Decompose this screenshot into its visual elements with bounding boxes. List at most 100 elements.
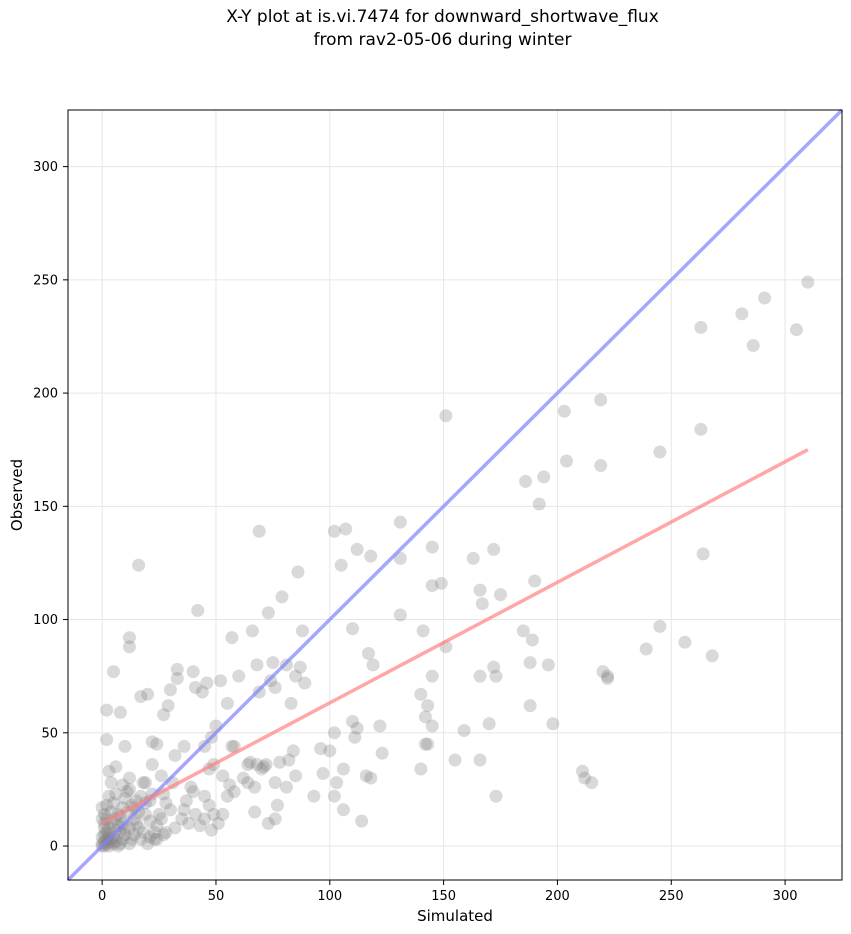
- scatter-point: [366, 658, 380, 672]
- scatter-point: [746, 339, 760, 353]
- scatter-point: [414, 762, 428, 776]
- scatter-point: [414, 687, 428, 701]
- scatter-point: [159, 796, 173, 810]
- scatter-point: [361, 647, 375, 661]
- scatter-point: [525, 633, 539, 647]
- scatter-point: [145, 758, 159, 771]
- scatter-point: [102, 789, 116, 803]
- scatter-point: [170, 671, 184, 685]
- scatter-point: [350, 542, 364, 556]
- scatter-point: [289, 669, 303, 683]
- one-to-one-line: [66, 108, 844, 882]
- scatter-point: [136, 825, 150, 839]
- scatter-point: [136, 776, 150, 790]
- scatter-point: [132, 821, 146, 835]
- y-tick-label: 250: [33, 273, 58, 288]
- chart-title: X-Y plot at is.vi.7474 for downward_shor…: [0, 6, 851, 52]
- reference-lines: [66, 108, 844, 882]
- scatter-point: [578, 771, 592, 785]
- scatter-point: [143, 814, 157, 828]
- scatter-point: [220, 696, 234, 710]
- scatter-point: [186, 785, 200, 799]
- scatter-point: [653, 445, 667, 459]
- scatter-point: [523, 699, 537, 713]
- scatter-point: [200, 676, 214, 690]
- scatter-point: [188, 807, 202, 821]
- scatter-point: [735, 307, 749, 321]
- scatter-point: [268, 681, 282, 694]
- scatter-point: [346, 622, 360, 636]
- scatter-point: [585, 776, 599, 790]
- scatter-point: [541, 658, 555, 672]
- scatter-point: [316, 767, 330, 781]
- scatter-point: [122, 821, 136, 835]
- scatter-point: [418, 710, 432, 724]
- scatter-point: [494, 588, 508, 602]
- scatter-point: [532, 497, 546, 511]
- x-tick-label: 200: [545, 889, 570, 904]
- scatter-point: [211, 816, 225, 830]
- scatter-point: [145, 735, 159, 749]
- scatter-point: [639, 642, 653, 656]
- chart-title-line-2: from rav2-05-06 during winter: [313, 30, 572, 50]
- scatter-point: [425, 669, 439, 683]
- scatter-point: [120, 785, 134, 799]
- scatter-point: [138, 807, 152, 821]
- scatter-point: [801, 275, 815, 289]
- scatter-point: [694, 320, 708, 334]
- scatter-point: [107, 796, 121, 810]
- scatter-point: [184, 780, 198, 794]
- scatter-point: [141, 687, 155, 701]
- scatter-point: [227, 785, 241, 799]
- scatter-point: [434, 576, 448, 590]
- y-axis-label: Observed: [8, 459, 26, 531]
- scatter-point: [653, 619, 667, 633]
- scatter-point: [250, 758, 264, 771]
- scatter-point: [127, 828, 141, 842]
- scatter-point: [214, 674, 228, 688]
- scatter-point: [116, 778, 130, 792]
- scatter-point: [519, 474, 533, 488]
- scatter-point: [204, 823, 218, 837]
- scatter-point: [148, 825, 162, 839]
- scatter-point: [154, 812, 168, 826]
- scatter-point: [295, 624, 309, 638]
- scatter-point: [186, 665, 200, 679]
- x-axis-label: Simulated: [417, 907, 493, 925]
- scatter-point: [223, 778, 237, 792]
- scatter-points: [95, 275, 815, 853]
- scatter-point: [241, 776, 255, 790]
- scatter-point: [111, 839, 125, 853]
- scatter-point: [150, 832, 164, 846]
- scatter-point: [327, 524, 341, 538]
- y-tick-label: 0: [50, 840, 58, 855]
- scatter-point: [466, 551, 480, 565]
- x-tick-label: 100: [317, 889, 342, 904]
- scatter-point: [250, 658, 264, 672]
- scatter-point: [330, 776, 344, 790]
- scatter-point: [489, 669, 503, 683]
- scatter-point: [594, 459, 608, 473]
- scatter-point: [125, 832, 139, 846]
- scatter-point: [275, 590, 289, 604]
- scatter-point: [195, 685, 209, 699]
- scatter-point: [270, 798, 284, 812]
- scatter-point: [439, 409, 453, 423]
- scatter-point: [425, 540, 439, 554]
- scatter-point: [489, 789, 503, 803]
- x-tick-label: 250: [659, 889, 684, 904]
- scatter-point: [157, 708, 171, 722]
- y-tick-label: 150: [33, 500, 58, 515]
- y-axis-ticks: 0 50 100 150 200 250 300: [33, 160, 68, 855]
- scatter-point: [282, 753, 296, 767]
- scatter-point: [355, 814, 369, 828]
- scatter-point: [473, 753, 487, 767]
- scatter-point: [475, 597, 489, 611]
- scatter-point: [102, 821, 116, 835]
- scatter-point: [227, 739, 241, 753]
- scatter-point: [758, 291, 772, 305]
- scatter-point: [138, 776, 152, 790]
- scatter-point: [122, 782, 136, 796]
- scatter-point: [143, 830, 157, 844]
- scatter-point: [421, 737, 435, 751]
